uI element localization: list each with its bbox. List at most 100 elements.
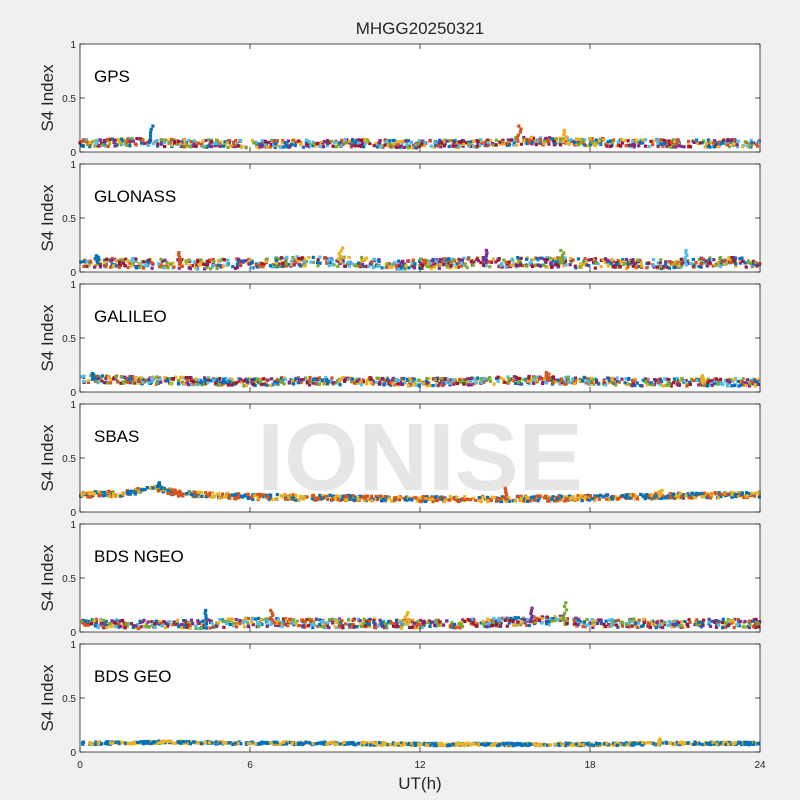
data-point [87, 619, 91, 623]
data-point [125, 491, 129, 495]
data-point [567, 138, 571, 142]
data-point [214, 624, 218, 628]
data-point [357, 261, 361, 265]
data-point [603, 257, 607, 261]
data-point [131, 139, 135, 143]
data-point [248, 377, 252, 381]
data-point [275, 144, 279, 148]
data-point [456, 265, 460, 269]
data-point [299, 142, 303, 146]
data-point [376, 264, 380, 268]
data-point [627, 261, 631, 265]
data-point [209, 140, 213, 144]
data-point [737, 139, 741, 143]
data-point [259, 382, 264, 386]
data-point [522, 378, 526, 382]
data-point [741, 377, 745, 381]
data-point [629, 620, 633, 624]
data-point [525, 257, 529, 261]
data-point [274, 257, 278, 261]
data-point [495, 622, 499, 627]
data-point [330, 376, 334, 380]
data-point [457, 261, 461, 265]
data-point [507, 499, 512, 503]
data-point [195, 267, 199, 271]
data-point [538, 494, 542, 498]
data-point [264, 380, 268, 384]
spike-point [515, 136, 519, 140]
data-point [592, 623, 596, 627]
data-point [610, 376, 614, 380]
data-point [597, 139, 601, 143]
data-point [542, 257, 547, 262]
data-point [599, 622, 604, 626]
data-point [461, 624, 465, 629]
y-axis-label: S4 Index [38, 184, 57, 252]
data-point [432, 265, 436, 269]
data-point [260, 145, 264, 149]
data-point [483, 140, 487, 144]
data-point [227, 493, 232, 497]
data-point [421, 620, 425, 624]
data-point [235, 263, 239, 267]
data-point [551, 381, 555, 385]
data-point [172, 620, 177, 624]
data-point [416, 142, 420, 146]
data-point [688, 382, 692, 386]
data-point [670, 263, 674, 267]
data-point [601, 258, 605, 262]
data-point [387, 144, 391, 148]
data-point [748, 382, 752, 386]
data-point [345, 378, 349, 382]
data-point [341, 256, 345, 260]
data-point [453, 139, 457, 143]
data-point [659, 265, 663, 269]
data-point [578, 494, 583, 498]
data-point [109, 624, 113, 629]
data-point [89, 620, 93, 624]
data-point [519, 256, 523, 260]
data-point [177, 494, 181, 498]
data-point [444, 381, 448, 385]
data-point [469, 260, 473, 264]
data-point [653, 623, 657, 627]
data-point [658, 261, 662, 265]
data-point [755, 380, 759, 384]
data-point [269, 622, 273, 626]
data-point [658, 378, 663, 383]
data-point [285, 255, 289, 259]
data-point [570, 377, 575, 381]
data-point [499, 263, 503, 268]
data-point [365, 378, 370, 383]
data-point [615, 497, 620, 501]
data-point [88, 495, 92, 499]
data-point [527, 623, 531, 628]
data-point [83, 623, 87, 627]
spike-point [204, 622, 208, 626]
data-point [594, 138, 598, 142]
data-point [454, 626, 458, 630]
data-point [374, 142, 378, 146]
data-point [215, 263, 219, 267]
data-point [244, 616, 248, 621]
data-point [94, 740, 98, 744]
data-point [547, 142, 551, 146]
data-point [587, 498, 591, 502]
data-point [128, 261, 132, 265]
data-point [433, 141, 437, 145]
data-point [715, 377, 719, 381]
data-point [665, 377, 669, 381]
data-point [378, 381, 382, 385]
data-point [699, 622, 703, 626]
data-point [165, 488, 169, 492]
data-point [355, 138, 359, 142]
data-point [382, 626, 386, 630]
data-point [325, 382, 329, 386]
data-point [706, 493, 710, 497]
data-point [125, 624, 129, 628]
data-point [434, 621, 438, 625]
data-point [402, 622, 406, 626]
data-point [264, 260, 268, 264]
data-point [676, 382, 680, 386]
data-point [718, 264, 722, 268]
